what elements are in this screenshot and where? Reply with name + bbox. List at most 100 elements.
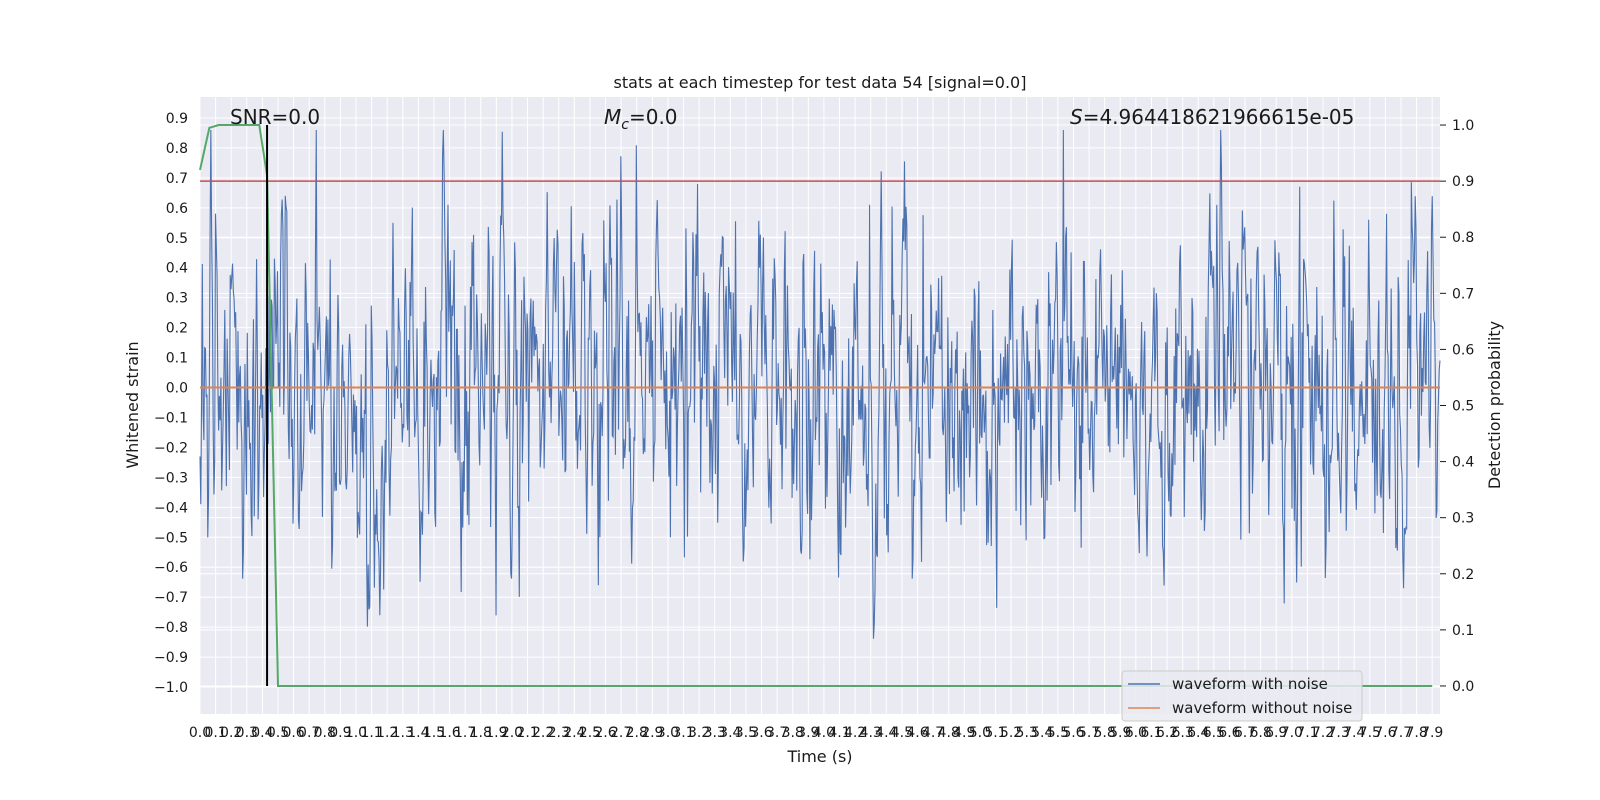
x-tick-label: 4.2: [844, 725, 866, 741]
legend-label-clean: waveform without noise: [1172, 699, 1352, 717]
x-tick-label: 4.8: [938, 725, 960, 741]
x-tick-label: 2.6: [594, 725, 616, 741]
left-tick-label: −0.2: [154, 440, 188, 456]
x-tick-label: 5.7: [1078, 725, 1100, 741]
overlay-lines: [199, 124, 1440, 687]
x-tick-label: 5.3: [1016, 725, 1038, 741]
left-tick-label: 0.9: [166, 111, 188, 127]
x-tick-label: 7.1: [1296, 725, 1318, 741]
x-tick-label: 4.4: [875, 725, 897, 741]
x-tick-label: 4.3: [860, 725, 882, 741]
x-tick-label: 1.8: [470, 725, 492, 741]
x-tick-label: 6.2: [1156, 725, 1178, 741]
x-tick-label: 2.9: [641, 725, 663, 741]
x-tick-label: 3.9: [797, 725, 819, 741]
left-tick-label: −0.5: [154, 530, 188, 546]
x-tick-label: 7.4: [1343, 725, 1365, 741]
left-tick-label: −0.1: [154, 410, 188, 426]
x-tick-label: 2.7: [610, 725, 632, 741]
x-tick-label: 6.6: [1218, 725, 1240, 741]
x-tick-label: 6.3: [1172, 725, 1194, 741]
right-tick-label: 0.3: [1452, 511, 1474, 527]
left-tick-label: −0.6: [154, 560, 188, 576]
x-tick-label: 6.8: [1249, 725, 1271, 741]
waveform-with-noise-series: [199, 129, 1441, 639]
x-tick-label: 7.6: [1374, 725, 1396, 741]
x-tick-label: 5.2: [1000, 725, 1022, 741]
x-tick-label: 5.4: [1031, 725, 1053, 741]
right-tick-label: 1.0: [1452, 118, 1474, 134]
x-tick-label: 3.8: [782, 725, 804, 741]
left-tick-label: 0.3: [166, 291, 188, 307]
x-tick-label: 2.2: [532, 725, 554, 741]
left-tick-label: 0.1: [166, 351, 188, 367]
x-tick-label: 4.1: [828, 725, 850, 741]
left-tick-label: −0.3: [154, 470, 188, 486]
right-axis-label: Detection probability: [1485, 321, 1504, 489]
x-tick-label: 7.8: [1405, 725, 1427, 741]
x-tick-label: 3.5: [735, 725, 757, 741]
x-axis-label: Time (s): [786, 747, 852, 766]
x-tick-label: 0.2: [220, 725, 242, 741]
x-tick-label: 1.2: [376, 725, 398, 741]
x-tick-label: 0.7: [298, 725, 320, 741]
x-tick-label: 2.5: [579, 725, 601, 741]
x-tick-label: 1.3: [392, 725, 414, 741]
right-tick-label: 0.9: [1452, 174, 1474, 190]
x-tick-label: 5.1: [984, 725, 1006, 741]
x-tick-label: 0.1: [204, 725, 226, 741]
right-tick-label: 0.5: [1452, 399, 1474, 415]
legend-box: [1121, 670, 1363, 722]
s-annotation: S=4.964418621966615e-05: [1070, 105, 1354, 129]
x-tick-label: 5.5: [1047, 725, 1069, 741]
x-tick-label: 0.0: [189, 725, 211, 741]
x-tick-label: 7.5: [1359, 725, 1381, 741]
x-tick-label: 2.0: [501, 725, 523, 741]
x-tick-label: 1.7: [454, 725, 476, 741]
x-tick-label: 0.8: [314, 725, 336, 741]
right-tick-labels: 1.0 0.9 0.8 0.7 0.6 0.5 0.4 0.3 0.2 0.1 0.0: [1440, 118, 1474, 695]
x-tick-label: 5.9: [1109, 725, 1131, 741]
x-tick-label: 6.5: [1203, 725, 1225, 741]
x-tick-label: 7.9: [1421, 725, 1443, 741]
x-tick-label: 0.6: [282, 725, 304, 741]
legend-label-noise: waveform with noise: [1172, 675, 1328, 693]
x-tick-label: 4.0: [813, 725, 835, 741]
mc-value: =0.0: [629, 105, 678, 129]
waveform-with-noise-line: [199, 129, 1441, 639]
x-tick-label: 7.3: [1327, 725, 1349, 741]
x-tick-label: 1.1: [360, 725, 382, 741]
left-tick-label: 0.8: [166, 141, 188, 157]
right-tick-label: 0.0: [1452, 679, 1474, 695]
x-tick-label: 6.7: [1234, 725, 1256, 741]
x-tick-label: 3.0: [657, 725, 679, 741]
right-tick-label: 0.4: [1452, 455, 1474, 471]
x-tick-label: 3.4: [719, 725, 741, 741]
s-symbol: S: [1070, 105, 1083, 129]
left-tick-label: 0.5: [166, 231, 188, 247]
right-tick-label: 0.6: [1452, 342, 1474, 358]
x-tick-label: 3.7: [766, 725, 788, 741]
snr-annotation: SNR=0.0: [230, 105, 320, 129]
x-tick-label: 1.9: [485, 725, 507, 741]
left-tick-label: 0.2: [166, 321, 188, 337]
x-tick-label: 5.6: [1062, 725, 1084, 741]
chart-title: stats at each timestep for test data 54 …: [614, 73, 1027, 92]
left-tick-labels: 0.9 0.8 0.7 0.6 0.5 0.4 0.3 0.2 0.1 0.0 −0.1 −0.2 −0…: [154, 111, 188, 696]
x-tick-label: 4.5: [891, 725, 913, 741]
detection-probability-line: [199, 124, 1433, 687]
left-tick-label: −0.4: [154, 500, 188, 516]
x-tick-label: 5.8: [1094, 725, 1116, 741]
x-tick-label: 1.5: [423, 725, 445, 741]
x-tick-label: 0.5: [267, 725, 289, 741]
chirp-mass-annotation: Mc=0.0: [604, 105, 678, 133]
x-tick-label: 3.6: [750, 725, 772, 741]
mc-subscript: c: [621, 117, 629, 133]
x-tick-label: 7.2: [1312, 725, 1334, 741]
x-tick-label: 3.1: [672, 725, 694, 741]
x-tick-label: 6.1: [1140, 725, 1162, 741]
right-tick-label: 0.2: [1452, 567, 1474, 583]
x-tick-label: 6.0: [1125, 725, 1147, 741]
right-tick-label: 0.1: [1452, 623, 1474, 639]
